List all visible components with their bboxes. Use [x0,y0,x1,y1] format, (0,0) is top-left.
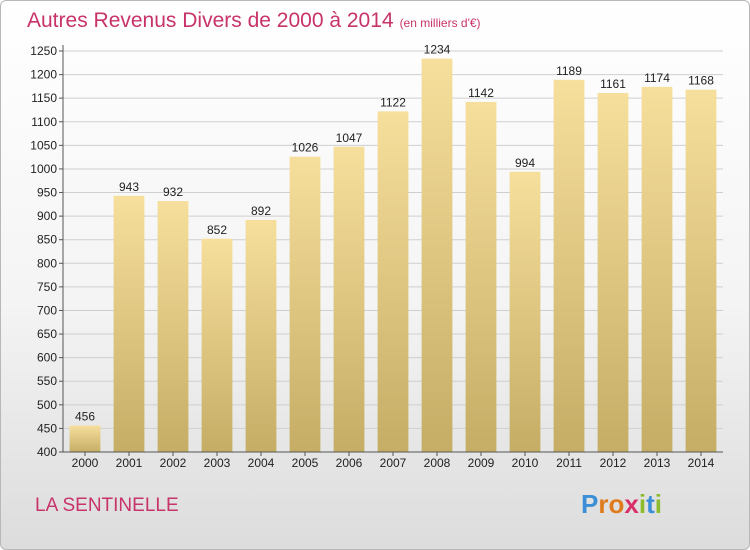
data-label: 1174 [644,71,670,85]
logo-letter: i [654,489,662,519]
y-tick-label: 550 [37,374,57,388]
bar [509,171,541,452]
bar [465,101,497,452]
bar [113,195,145,452]
bar [641,86,673,452]
x-tick-label: 2013 [644,456,671,470]
bar [421,58,453,452]
bar [201,238,233,452]
logo-letter: x [624,489,639,519]
y-tick-label: 750 [37,280,57,294]
data-label: 1168 [688,74,714,88]
y-tick-label: 1150 [31,91,57,105]
data-label: 1142 [468,86,494,100]
y-tick-label: 500 [37,398,57,412]
x-tick-label: 2003 [204,456,231,470]
y-tick-label: 400 [37,445,57,459]
data-label: 994 [515,156,535,170]
bar [553,79,585,452]
x-tick-label: 2009 [468,456,495,470]
bar [245,219,277,452]
y-tick-label: 900 [37,209,57,223]
axes: 400 450 500 550 600 650 700 750 800 850 900 950 1000… [30,44,723,470]
x-tick-label: 2000 [72,456,99,470]
proxiti-logo: Proxiti [581,489,662,520]
data-label: 1122 [380,95,406,109]
bar [69,425,101,452]
chart-title-text: Autres Revenus Divers de 2000 à 2014 [27,9,394,32]
bar [685,89,717,453]
chart-subtitle: (en milliers d'€) [399,16,481,30]
y-tick-label: 1250 [30,44,57,58]
commune-name: LA SENTINELLE [35,495,179,516]
chart-title: Autres Revenus Divers de 2000 à 2014 (en … [27,9,481,33]
x-tick-label: 2005 [292,456,319,470]
y-tick-label: 450 [37,421,57,435]
x-tick-label: 2007 [380,456,407,470]
data-label: 456 [75,410,95,424]
bar [597,92,629,452]
x-tick-label: 2001 [116,456,143,470]
data-label: 892 [251,204,271,218]
labels: 456 943 932 852 892 1026 1047 1122 1234 1142 994 11… [75,43,714,424]
y-tick-label: 850 [37,233,57,247]
bars [69,58,717,453]
logo-letter: P [581,489,599,519]
data-label: 1234 [424,43,451,57]
bar [157,201,189,452]
y-tick-label: 1200 [30,68,57,82]
x-tick-label: 2011 [556,456,582,470]
y-tick-label: 1050 [30,138,57,152]
x-tick-label: 2014 [688,456,715,470]
y-tick-label: 950 [37,186,57,200]
x-tick-label: 2004 [248,456,275,470]
y-tick-label: 800 [37,256,57,270]
bar [289,156,321,452]
x-tick-label: 2010 [512,456,539,470]
x-tick-label: 2008 [424,456,451,470]
data-label: 1047 [336,131,363,145]
data-label: 943 [119,180,139,194]
data-label: 932 [163,185,183,199]
y-tick-label: 1100 [31,115,57,129]
x-tick-label: 2006 [336,456,363,470]
y-tick-label: 700 [37,303,57,317]
data-label: 1161 [600,77,626,91]
logo-letter: r [598,489,609,519]
y-tick-label: 1000 [30,162,57,176]
bar [377,111,409,453]
y-tick-label: 650 [37,327,57,341]
data-label: 1189 [556,64,582,78]
x-tick-label: 2002 [160,456,187,470]
bar [333,146,365,452]
logo-letter: i [638,489,647,519]
y-tick-label: 600 [37,351,57,365]
logo-letter: t [646,489,655,519]
x-tick-label: 2012 [600,456,627,470]
data-label: 1026 [292,141,319,155]
logo-letter: o [608,489,625,519]
data-label: 852 [207,223,227,237]
